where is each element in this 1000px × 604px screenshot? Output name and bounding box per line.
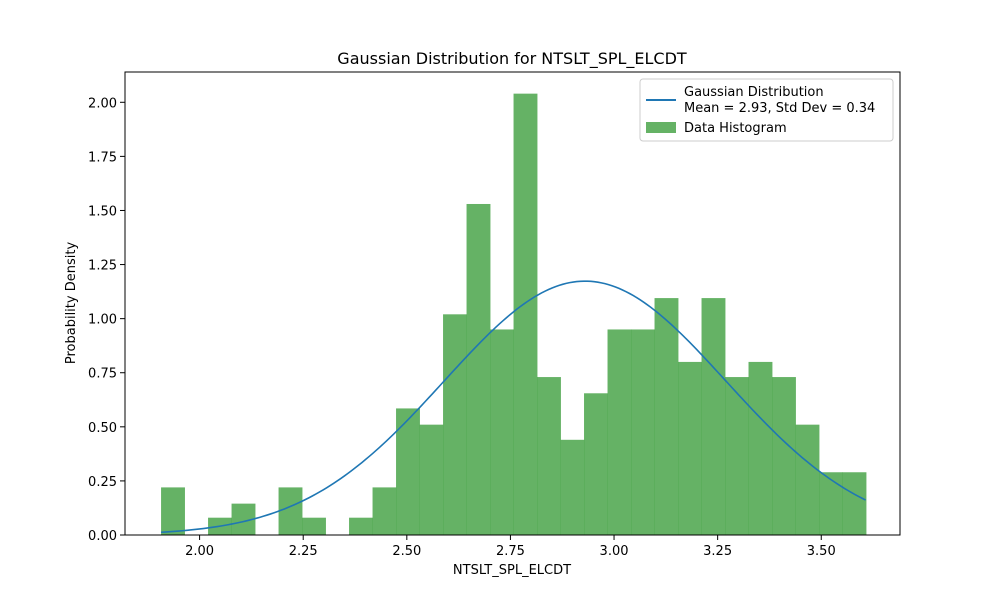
histogram-bar: [772, 377, 796, 535]
legend-gaussian-stats: Mean = 2.93, Std Dev = 0.34: [684, 101, 875, 116]
x-tick-label: 2.25: [289, 544, 318, 559]
histogram-bar: [302, 517, 326, 535]
histogram-bar: [654, 298, 679, 535]
histogram-bar: [537, 377, 561, 535]
histogram-bar: [231, 503, 256, 535]
histogram-bar: [161, 487, 185, 535]
gaussian-curve-line: [161, 280, 866, 534]
legend-histogram-swatch: [646, 122, 676, 133]
histogram-bar: [513, 93, 538, 535]
x-axis-label: NTSLT_SPL_ELCDT: [453, 563, 571, 578]
histogram-bar: [678, 361, 702, 535]
y-tick-label: 0.25: [88, 475, 117, 490]
x-tick-label: 3.50: [807, 544, 836, 559]
chart-title: Gaussian Distribution for NTSLT_SPL_ELCD…: [337, 49, 687, 69]
plot-frame: [124, 71, 901, 536]
y-tick-label: 1.00: [88, 313, 117, 328]
y-tick-label: 0.50: [88, 421, 117, 436]
y-axis-label: Probability Density: [64, 242, 79, 365]
y-tick-label: 0.75: [88, 367, 117, 382]
legend-gaussian-label: Gaussian Distribution: [684, 85, 824, 100]
histogram-bar: [443, 314, 467, 535]
x-tick-label: 3.00: [600, 544, 629, 559]
y-tick-label: 1.75: [88, 150, 117, 165]
legend-histogram-label: Data Histogram: [684, 121, 787, 136]
histogram-bar: [396, 408, 420, 535]
y-tick-label: 2.00: [88, 96, 117, 111]
x-tick-label: 2.00: [185, 544, 214, 559]
histogram-bar: [372, 487, 397, 535]
y-tick-label: 0.00: [88, 529, 117, 544]
histogram-bar: [466, 203, 491, 536]
histogram-bar: [560, 439, 585, 535]
y-tick-label: 1.50: [88, 204, 117, 219]
histogram-bar: [419, 424, 444, 535]
y-tick-label: 1.25: [88, 259, 117, 274]
x-tick-label: 2.50: [392, 544, 421, 559]
histogram-bar: [795, 424, 820, 535]
plot-area: 2.00 2.25 2.50 2.75 3.00 3.25 3.50 0.00 0.25 0.50…: [88, 71, 901, 559]
histogram-bar: [725, 377, 749, 535]
histogram-bar: [278, 487, 303, 535]
x-tick-label: 2.75: [496, 544, 525, 559]
histogram-bar: [819, 472, 843, 535]
legend-box: [639, 78, 894, 142]
histogram-bar: [631, 329, 655, 535]
histogram-bar: [607, 329, 632, 535]
histogram-bar: [748, 361, 773, 535]
histogram-bar: [349, 517, 373, 535]
histogram-bar: [584, 393, 608, 535]
histogram-bar: [701, 298, 726, 535]
histogram-bar: [842, 472, 867, 535]
histogram-bar: [490, 329, 514, 535]
x-tick-label: 3.25: [703, 544, 732, 559]
legend: Gaussian Distribution Mean = 2.93, Std D…: [639, 78, 894, 142]
